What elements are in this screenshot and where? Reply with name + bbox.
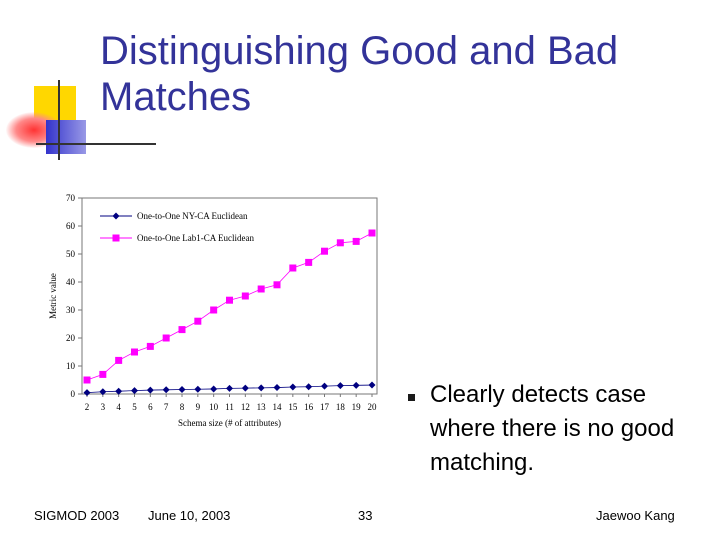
x-tick-label: 15	[288, 402, 298, 412]
series-2-point	[194, 317, 202, 325]
horizontal-line-decoration	[36, 143, 156, 145]
y-tick-label: 70	[66, 193, 76, 203]
x-tick-label: 7	[164, 402, 169, 412]
series-1-point	[210, 385, 218, 393]
x-tick-label: 9	[196, 402, 201, 412]
x-tick-label: 4	[116, 402, 121, 412]
y-axis-label: Metric value	[48, 273, 58, 319]
x-tick-label: 10	[209, 402, 219, 412]
series-2-point	[321, 247, 328, 255]
x-tick-label: 20	[368, 402, 378, 412]
plot-frame	[81, 197, 378, 395]
x-tick-label: 12	[241, 402, 250, 412]
series-1-point	[162, 386, 170, 394]
series-2-point	[131, 348, 138, 356]
series-1-point	[336, 382, 344, 390]
x-tick-label: 6	[148, 402, 153, 412]
series-line-2	[86, 232, 373, 381]
series-1-point	[178, 386, 186, 394]
series-1-point	[99, 388, 107, 396]
y-tick-label: 10	[66, 361, 76, 371]
bullet-square-icon	[408, 394, 415, 401]
x-tick-label: 13	[257, 402, 267, 412]
series-2-point	[273, 281, 281, 289]
x-tick-label: 18	[336, 402, 346, 412]
x-tick-label: 17	[320, 402, 330, 412]
series-2-point	[289, 264, 297, 272]
footer-date: June 10, 2003	[148, 508, 231, 523]
plot-area: 0 10 20 30 40 50 60 70 2 3 4 5 6 7 8 9 10 11 12 13 14 15 16 17 1…	[48, 193, 378, 428]
y-tick-label: 30	[66, 305, 76, 315]
series-2-point	[162, 334, 170, 342]
line-chart: 0 10 20 30 40 50 60 70 2 3 4 5 6 7 8 9 10 11 12 13 14 15 16 17 1…	[48, 193, 378, 428]
legend-label-2: One-to-One Lab1-CA Euclidean	[137, 233, 254, 243]
footer-author: Jaewoo Kang	[596, 508, 675, 523]
series-1-point	[257, 384, 265, 392]
series-1-point	[321, 382, 328, 390]
x-axis-label: Schema size (# of attributes)	[178, 418, 281, 428]
legend-marker-2	[112, 234, 120, 242]
series-1-point	[289, 383, 297, 391]
y-tick-label: 20	[66, 333, 76, 343]
bullet-text: Clearly detects case where there is no g…	[430, 381, 675, 476]
series-2-point	[368, 229, 376, 237]
x-tick-label: 11	[225, 402, 234, 412]
series-2-point	[115, 356, 123, 364]
vertical-line-decoration	[58, 80, 60, 160]
title-line-1: Distinguishing Good and Bad	[100, 29, 619, 73]
series-2-point	[146, 342, 154, 350]
series-1-point	[194, 385, 202, 393]
blue-square-decoration	[46, 120, 86, 154]
x-tick-label: 3	[101, 402, 106, 412]
series-1-point	[226, 384, 233, 392]
y-tick-label: 50	[66, 249, 76, 259]
x-tick-label: 8	[180, 402, 185, 412]
series-2-point	[241, 292, 249, 300]
y-tick-label: 60	[66, 221, 76, 231]
legend-label-1: One-to-One NY-CA Euclidean	[137, 211, 248, 221]
series-2-point	[352, 237, 360, 245]
x-tick-label: 5	[132, 402, 137, 412]
x-tick-label: 2	[85, 402, 90, 412]
series-1-point	[273, 384, 281, 392]
series-2-point	[257, 285, 265, 293]
series-1-point	[352, 381, 360, 389]
footer-conference: SIGMOD 2003	[34, 508, 120, 523]
series-1-point	[146, 386, 154, 394]
legend-marker-1	[112, 212, 120, 220]
x-tick-label: 16	[304, 402, 314, 412]
y-tick-label: 0	[71, 389, 76, 399]
series-2-point	[226, 296, 233, 304]
series-1-point	[115, 387, 123, 395]
series-1-point	[83, 389, 91, 397]
title-line-2: Matches	[100, 75, 252, 119]
series-1-point	[241, 384, 249, 392]
series-2-point	[210, 306, 218, 314]
x-tick-label: 19	[352, 402, 362, 412]
x-tick-label: 14	[273, 402, 283, 412]
footer-page-number: 33	[358, 508, 373, 523]
series-2-point	[83, 376, 91, 384]
series-2-point	[99, 370, 107, 378]
series-1-point	[305, 383, 313, 391]
page-title: Distinguishing Good and Bad Matches	[100, 28, 700, 120]
series-2-point	[305, 258, 313, 266]
y-tick-label: 40	[66, 277, 76, 287]
series-2-point	[336, 239, 344, 247]
series-1-point	[368, 381, 376, 389]
series-2-point	[178, 326, 186, 334]
series-1-point	[131, 387, 138, 395]
